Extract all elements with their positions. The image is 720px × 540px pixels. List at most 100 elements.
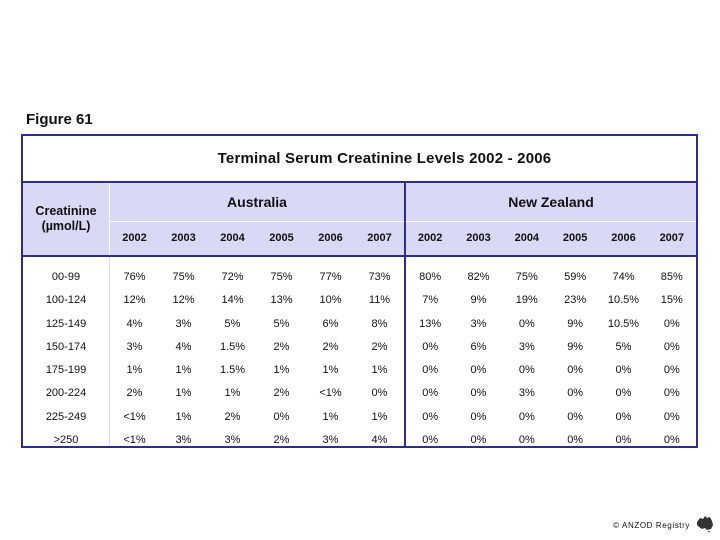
table-cell: 10% xyxy=(319,294,342,307)
table-cell: 0% xyxy=(615,387,632,400)
table-cell: <1% xyxy=(123,410,146,423)
table-cell: 1.5% xyxy=(219,340,246,353)
table-row: 200-224 2% 1% 1% 2% <1% 0% 0% 0% 3% 0% 0% 0% xyxy=(23,382,696,405)
table-cell: 1.5% xyxy=(219,364,246,377)
row-category: 175-199 xyxy=(45,364,87,377)
table-cell: 0% xyxy=(518,410,535,423)
australia-cells: 76% 75% 72% 75% 77% 73% xyxy=(110,266,404,289)
table-cell: 3% xyxy=(175,434,192,447)
table-cell: 4% xyxy=(126,317,143,330)
table-cell: 59% xyxy=(564,271,587,283)
table-header: Creatinine (µmol/L) Australia New Zealan… xyxy=(23,183,696,257)
table-cell: 1% xyxy=(322,364,339,377)
year-header: 2007 xyxy=(659,232,685,244)
table-cell: 0% xyxy=(615,410,632,423)
table-cell: 0% xyxy=(422,387,439,400)
table-cell: 0% xyxy=(518,317,535,330)
table-cell: 0% xyxy=(470,387,487,400)
table-cell: 3% xyxy=(518,387,535,400)
new-zealand-cells: 0% 0% 0% 0% 0% 0% xyxy=(406,406,696,429)
row-category: 00-99 xyxy=(51,271,81,283)
table-cell: 0% xyxy=(371,387,388,400)
year-header: 2006 xyxy=(611,232,636,244)
year-header: 2004 xyxy=(220,232,245,244)
table-cell: 12% xyxy=(123,294,146,307)
new-zealand-cells: 7% 9% 19% 23% 10.5% 15% xyxy=(406,289,696,312)
row-category: 200-224 xyxy=(45,387,87,400)
table-cell: 8% xyxy=(371,317,388,330)
table-cell: 9% xyxy=(567,340,584,353)
table-cell: 5% xyxy=(273,317,290,330)
year-header: 2006 xyxy=(318,232,343,244)
table-cell: 0% xyxy=(470,410,487,423)
table-cell: 1% xyxy=(224,387,241,400)
table-row: 150-174 3% 4% 1.5% 2% 2% 2% 0% 6% 3% 9% 5% 0% xyxy=(23,336,696,359)
table-cell: 75% xyxy=(515,271,538,283)
country-header-new-zealand: New Zealand xyxy=(406,183,696,222)
table-cell: 5% xyxy=(615,340,632,353)
australia-cells: <1% 1% 2% 0% 1% 1% xyxy=(110,406,404,429)
table-cell: 2% xyxy=(273,340,290,353)
table-cell: 6% xyxy=(470,340,487,353)
row-header-label: Creatinine (µmol/L) xyxy=(23,183,110,255)
table-cell: 2% xyxy=(273,434,290,447)
table-cell: 4% xyxy=(371,434,388,447)
table-cell: 12% xyxy=(172,294,195,307)
row-header-line-1: Creatinine xyxy=(35,204,97,218)
table-cell: 23% xyxy=(564,294,587,307)
table-cell: 0% xyxy=(567,410,584,423)
table-cell: 3% xyxy=(175,317,192,330)
table-cell: 77% xyxy=(319,271,342,283)
body-category-divider xyxy=(109,257,110,446)
table-cell: 0% xyxy=(422,340,439,353)
new-zealand-cells: 0% 0% 3% 0% 0% 0% xyxy=(406,382,696,405)
table-row: >250 <1% 3% 3% 2% 3% 4% 0% 0% 0% 0% 0% 0% xyxy=(23,429,696,452)
table-row: 175-199 1% 1% 1.5% 1% 1% 1% 0% 0% 0% 0% 0% 0% xyxy=(23,359,696,382)
footer-credit: © ANZOD Registry xyxy=(613,521,690,530)
row-category: 225-249 xyxy=(45,410,87,423)
row-category: 125-149 xyxy=(45,317,87,330)
table-body: 00-99 76% 75% 72% 75% 77% 73% 80% 82% 75% 59% 74% 85… xyxy=(23,266,696,452)
new-zealand-cells: 13% 3% 0% 9% 10.5% 0% xyxy=(406,313,696,336)
year-header: 2003 xyxy=(171,232,196,244)
table-row: 100-124 12% 12% 14% 13% 10% 11% 7% 9% 19% 23% 10.5%… xyxy=(23,289,696,312)
table-cell: 9% xyxy=(567,317,584,330)
table-cell: 0% xyxy=(470,364,487,377)
table-cell: 0% xyxy=(615,364,632,377)
table-cell: 75% xyxy=(270,271,293,283)
table-row: 00-99 76% 75% 72% 75% 77% 73% 80% 82% 75% 59% 74% 85… xyxy=(23,266,696,289)
table-cell: 1% xyxy=(175,410,192,423)
table-cell: 0% xyxy=(663,340,680,353)
table-cell: 80% xyxy=(419,271,442,283)
australia-cells: 4% 3% 5% 5% 6% 8% xyxy=(110,313,404,336)
table-cell: 0% xyxy=(422,410,439,423)
year-header: 2003 xyxy=(466,232,491,244)
table-cell: 0% xyxy=(518,434,535,447)
table-cell: 2% xyxy=(224,410,241,423)
table-cell: 7% xyxy=(422,294,439,307)
table-cell: 3% xyxy=(518,340,535,353)
table-cell: 13% xyxy=(419,317,442,330)
year-header: 2005 xyxy=(562,232,588,244)
table-cell: 1% xyxy=(273,364,290,377)
australia-cells: 3% 4% 1.5% 2% 2% 2% xyxy=(110,336,404,359)
table-cell: 0% xyxy=(663,434,680,447)
table-cell: 0% xyxy=(273,410,290,423)
table-cell: 2% xyxy=(322,340,339,353)
body-country-divider xyxy=(404,257,406,446)
table-cell: 1% xyxy=(322,410,339,423)
table-cell: 4% xyxy=(175,340,192,353)
table-cell: 2% xyxy=(126,387,143,400)
table-row: 225-249 <1% 1% 2% 0% 1% 1% 0% 0% 0% 0% 0% 0% xyxy=(23,406,696,429)
table-cell: 14% xyxy=(221,294,244,307)
table-cell: 2% xyxy=(371,340,388,353)
table-cell: 9% xyxy=(470,294,487,307)
years-australia: 2002 2003 2004 2005 2006 2007 xyxy=(110,222,404,255)
table-cell: 0% xyxy=(663,364,680,377)
table-cell: 3% xyxy=(224,434,241,447)
table-cell: 1% xyxy=(175,364,192,377)
new-zealand-cells: 0% 0% 0% 0% 0% 0% xyxy=(406,429,696,452)
table-cell: 0% xyxy=(567,387,584,400)
year-header: 2005 xyxy=(269,232,294,244)
table-cell: 0% xyxy=(567,434,584,447)
